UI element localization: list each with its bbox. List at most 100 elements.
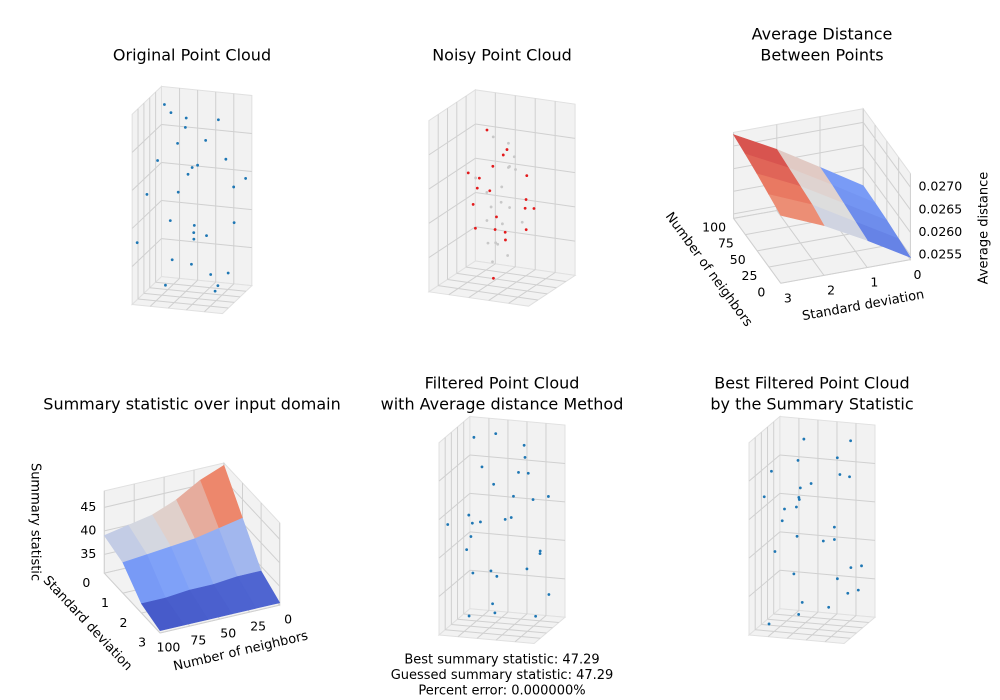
point: [209, 273, 213, 276]
point: [835, 456, 839, 460]
grid-line: [755, 629, 851, 639]
point: [485, 190, 489, 194]
point: [525, 567, 529, 571]
chart-title: Noisy Point Cloud: [432, 46, 572, 65]
y-tick-label: 0: [82, 575, 90, 590]
point: [547, 593, 551, 596]
grid-line: [733, 218, 782, 284]
grid-line: [428, 123, 476, 156]
y-tick-label: 2: [827, 283, 835, 298]
point: [770, 469, 773, 473]
grid-line: [779, 492, 876, 503]
point: [512, 155, 516, 159]
grid-line: [428, 157, 476, 190]
point: [523, 455, 527, 459]
grid-line: [776, 210, 825, 276]
point: [477, 176, 481, 180]
y-tick-label: 1: [870, 275, 878, 290]
point: [795, 534, 799, 538]
pane: [748, 415, 781, 637]
grid-line: [161, 123, 252, 135]
chart-title: with Average distance Method: [381, 395, 624, 414]
grid-line: [768, 242, 899, 268]
point: [491, 135, 495, 139]
point: [492, 276, 495, 280]
point: [471, 571, 475, 575]
point: [532, 207, 536, 210]
point: [169, 111, 173, 114]
point: [504, 238, 507, 242]
grid-line: [779, 569, 876, 580]
grid-line: [469, 569, 566, 580]
point: [524, 228, 528, 232]
point: [489, 205, 493, 209]
grid-line: [767, 610, 800, 638]
point: [183, 126, 187, 129]
annotation: Guessed summary statistic: 47.29: [391, 668, 614, 683]
point: [538, 549, 542, 553]
z-tick-label: 0.0265: [918, 201, 962, 216]
point: [797, 498, 801, 501]
point: [479, 520, 482, 524]
point: [849, 439, 853, 443]
pane: [438, 415, 471, 637]
x-tick-label: 50: [220, 626, 236, 641]
point: [827, 605, 831, 609]
point: [488, 189, 492, 193]
grid-line: [149, 287, 241, 298]
grid-line: [748, 531, 781, 559]
chart-title: Summary statistic over input domain: [43, 395, 340, 414]
grid-line: [143, 292, 235, 303]
point: [168, 219, 172, 223]
z-tick-label: 0.0260: [918, 224, 962, 239]
grid-line: [438, 285, 538, 301]
grid-line: [463, 613, 559, 624]
grid-line: [161, 161, 252, 173]
point: [524, 198, 528, 201]
grid-line: [445, 629, 541, 639]
point: [508, 165, 511, 168]
grid-line: [495, 613, 528, 641]
point: [190, 262, 193, 266]
grid-line: [780, 259, 911, 284]
grid-line: [469, 454, 566, 464]
grid-line: [475, 157, 576, 174]
point: [797, 613, 801, 616]
z-axis-label: Summary statistic: [28, 463, 43, 581]
grid-line: [149, 278, 180, 307]
y-tick-label: 1: [101, 595, 109, 610]
point: [832, 525, 836, 529]
point: [469, 535, 473, 538]
point: [509, 516, 513, 519]
grid-line: [438, 569, 471, 597]
grid-line: [438, 493, 471, 521]
annotation: Percent error: 0.000000%: [418, 684, 585, 699]
point: [809, 482, 813, 485]
point: [494, 432, 498, 436]
point: [465, 548, 469, 552]
point: [192, 231, 196, 235]
surface-cell: [768, 194, 825, 227]
pane: [779, 415, 876, 618]
z-axis-label: Average distance: [977, 172, 992, 285]
point: [503, 230, 507, 234]
point: [485, 128, 489, 132]
point: [224, 157, 228, 161]
grid-line: [155, 281, 247, 292]
chart-title: Between Points: [760, 46, 883, 65]
point: [525, 174, 529, 178]
point: [493, 611, 497, 615]
point: [501, 153, 505, 157]
point: [485, 219, 489, 222]
pane: [427, 260, 577, 307]
point: [849, 566, 853, 570]
point: [244, 177, 248, 180]
point: [232, 185, 236, 189]
point: [835, 577, 839, 581]
pane: [131, 276, 253, 315]
point: [520, 220, 524, 224]
grid-line: [131, 162, 162, 191]
grid-line: [204, 283, 235, 313]
point: [800, 600, 804, 604]
